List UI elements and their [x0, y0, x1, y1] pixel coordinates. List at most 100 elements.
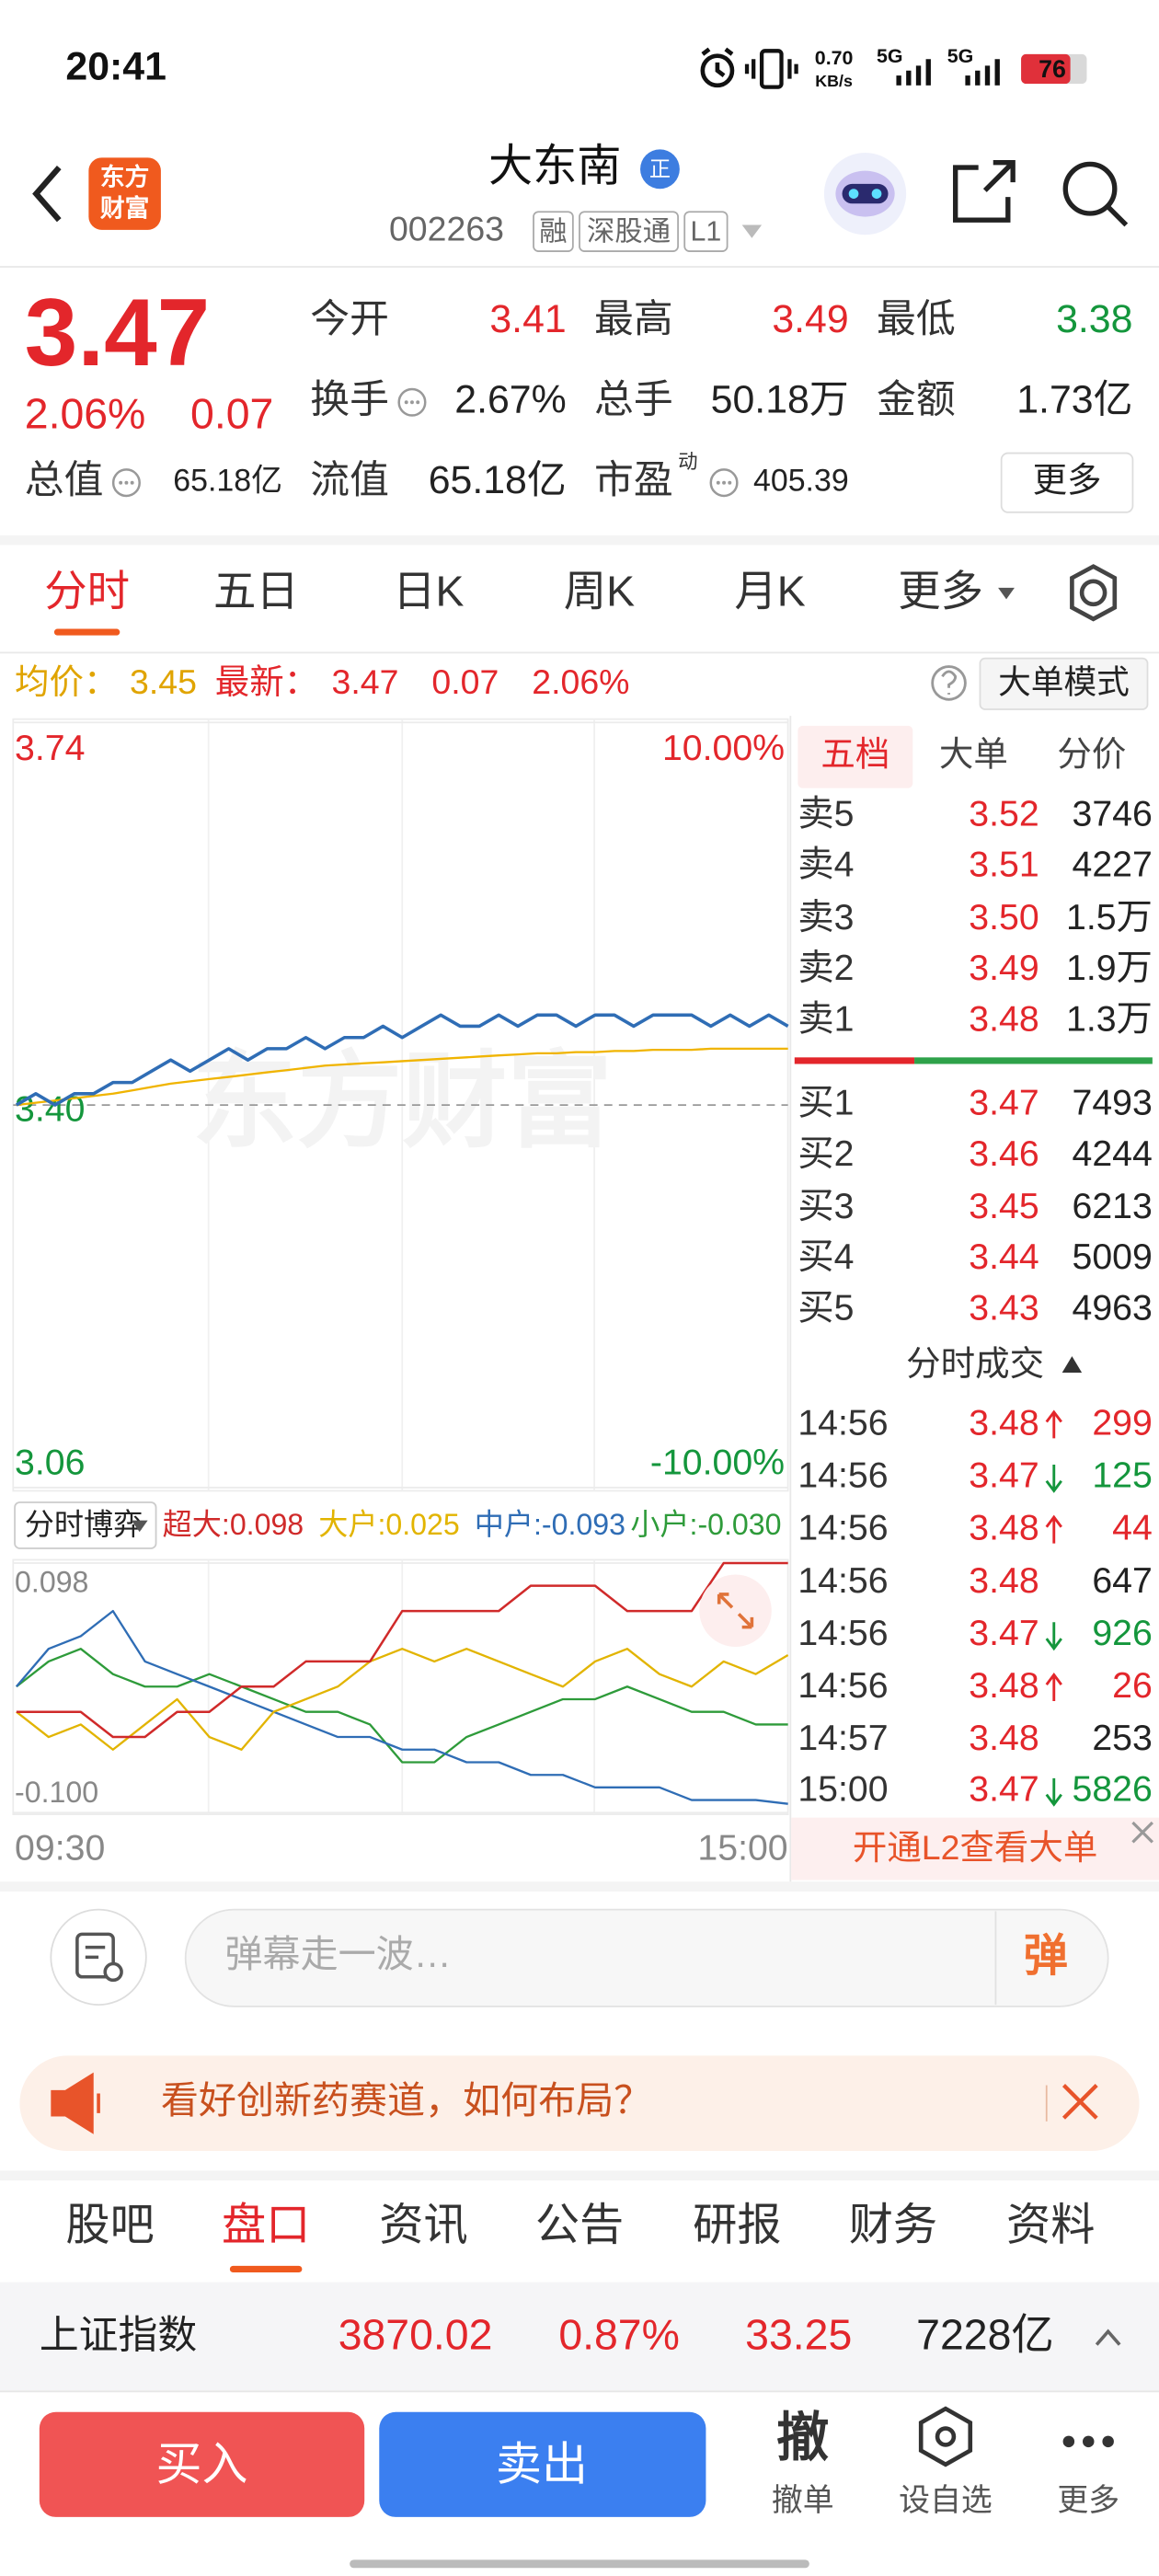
flow-dropdown[interactable]	[14, 1501, 157, 1549]
tag-box	[579, 211, 679, 252]
book-tab[interactable]: 五档	[820, 735, 889, 774]
watchlist-text[interactable]: 设自选	[899, 2483, 993, 2518]
trade-volume: 5826	[1073, 1768, 1153, 1809]
search-icon[interactable]	[1062, 161, 1129, 227]
section-tab[interactable]: 资料	[1006, 2201, 1095, 2250]
dropdown-arrow[interactable]	[741, 224, 763, 238]
series-line	[16, 1561, 788, 1739]
trade-time: 15:00	[798, 1768, 888, 1809]
book-label: 卖5	[798, 793, 854, 834]
book-tab[interactable]: 大单	[939, 735, 1008, 774]
legend-entry: 小户:-0.030	[630, 1508, 781, 1541]
avg-label: 均价：	[15, 662, 118, 701]
book-label: 卖1	[798, 998, 854, 1039]
section-tab[interactable]: 研报	[693, 2201, 781, 2250]
book-volume: 1.5万	[1066, 897, 1153, 937]
assistant-icon[interactable]	[823, 152, 907, 236]
book-label: 买2	[798, 1133, 854, 1174]
chart-frame	[12, 1558, 789, 1815]
comment-icon[interactable]	[50, 1908, 147, 2006]
y-tick-label: 0.098	[15, 1566, 88, 1599]
battery-text: 76	[1039, 55, 1066, 83]
settings-icon[interactable]	[1070, 564, 1118, 622]
section-tab[interactable]: 财务	[849, 2201, 937, 2250]
help-icon[interactable]	[931, 665, 967, 701]
book-price: 3.50	[969, 897, 1039, 937]
chart-tab[interactable]: 五日	[213, 567, 299, 615]
expand-arrow[interactable]	[1095, 2329, 1121, 2346]
alarm-icon	[700, 47, 735, 88]
cancel-icon[interactable]: 撤	[776, 2409, 829, 2467]
trade-price: 3.47	[969, 1455, 1039, 1496]
chart-tab[interactable]: 日K	[393, 567, 464, 615]
section-tab[interactable]: 公告	[535, 2201, 624, 2250]
divider	[789, 716, 792, 1882]
charts: 3.743.403.0610.00%-10.00%0.098-0.10009:3…	[13, 721, 789, 1869]
chart-tab[interactable]: 分时	[44, 567, 130, 615]
danmaku-button[interactable]: 弹	[1024, 1931, 1068, 1981]
app-logo[interactable]	[88, 157, 161, 230]
trade-volume: 26	[1112, 1665, 1153, 1706]
ask-ratio	[794, 1057, 915, 1064]
cancel-text[interactable]: 撤单	[772, 2483, 834, 2518]
field-sup: 动	[678, 451, 697, 473]
watermark: 东方财富	[192, 1044, 613, 1161]
more-button[interactable]	[1000, 452, 1134, 513]
tag-box	[683, 211, 729, 252]
section-tab[interactable]: 资讯	[379, 2201, 467, 2250]
chart-tab[interactable]: 更多	[898, 567, 983, 615]
book-volume: 5009	[1073, 1236, 1153, 1277]
more-icon[interactable]	[1062, 2435, 1114, 2448]
share-icon[interactable]	[953, 160, 1016, 223]
book-volume: 1.9万	[1066, 948, 1153, 988]
info-icon-dot	[716, 480, 720, 485]
more-text[interactable]: 更多	[1057, 2483, 1119, 2518]
comment-placeholder: 弹幕走一波…	[225, 1933, 452, 1975]
tab-underline	[229, 2265, 303, 2273]
trade-volume: 44	[1112, 1508, 1153, 1548]
tag: L1	[691, 216, 722, 247]
buy-button[interactable]	[39, 2411, 365, 2517]
close-icon[interactable]	[1131, 1821, 1153, 1844]
logo-text: 东方	[100, 163, 150, 191]
l2-banner[interactable]	[791, 1817, 1159, 1880]
promo-banner[interactable]	[19, 2055, 1140, 2151]
book-label: 卖3	[798, 897, 854, 937]
book-tab[interactable]: 分价	[1057, 735, 1126, 774]
section-tabs: 股吧 盘口 资讯 公告 研报 财务 资料	[65, 2201, 1095, 2273]
watchlist-icon[interactable]	[918, 2406, 973, 2467]
info-icon	[709, 468, 739, 498]
divider	[0, 2170, 1159, 2181]
book-volume: 7493	[1073, 1082, 1153, 1122]
expand-icon[interactable]	[699, 1574, 772, 1648]
down-arrow	[1045, 1464, 1062, 1493]
info-icon-dot	[722, 480, 727, 485]
book-label: 买1	[798, 1082, 854, 1122]
mode-button-text: 大单模式	[998, 664, 1130, 701]
vibrate-icon	[744, 49, 798, 89]
last-change: 0.07	[431, 662, 499, 701]
mode-button[interactable]	[979, 657, 1149, 710]
field-value: 3.41	[489, 297, 566, 341]
divider	[1045, 2085, 1048, 2122]
home-indicator	[350, 2559, 809, 2569]
field-label: 市盈	[594, 458, 673, 502]
sort-arrow[interactable]	[1061, 1356, 1083, 1374]
section-tab[interactable]: 盘口	[222, 2201, 310, 2250]
index-name: 上证指数	[40, 2314, 197, 2358]
back-button[interactable]	[32, 165, 62, 223]
divider	[0, 535, 1159, 546]
chart-tab[interactable]: 月K	[734, 567, 805, 615]
section-tab[interactable]: 股吧	[65, 2201, 154, 2250]
info-icon	[111, 468, 141, 498]
book-volume: 6213	[1073, 1186, 1153, 1226]
sell-button[interactable]	[379, 2411, 706, 2517]
field-label: 总手	[594, 378, 673, 422]
close-icon[interactable]	[1061, 2084, 1098, 2120]
chart-tab[interactable]: 周K	[564, 567, 635, 615]
trade-time: 14:56	[798, 1508, 888, 1548]
comment-input[interactable]	[184, 1908, 1109, 2007]
divider	[0, 2390, 1159, 2393]
dropdown-arrow	[131, 1520, 148, 1533]
book-price: 3.51	[969, 845, 1039, 885]
